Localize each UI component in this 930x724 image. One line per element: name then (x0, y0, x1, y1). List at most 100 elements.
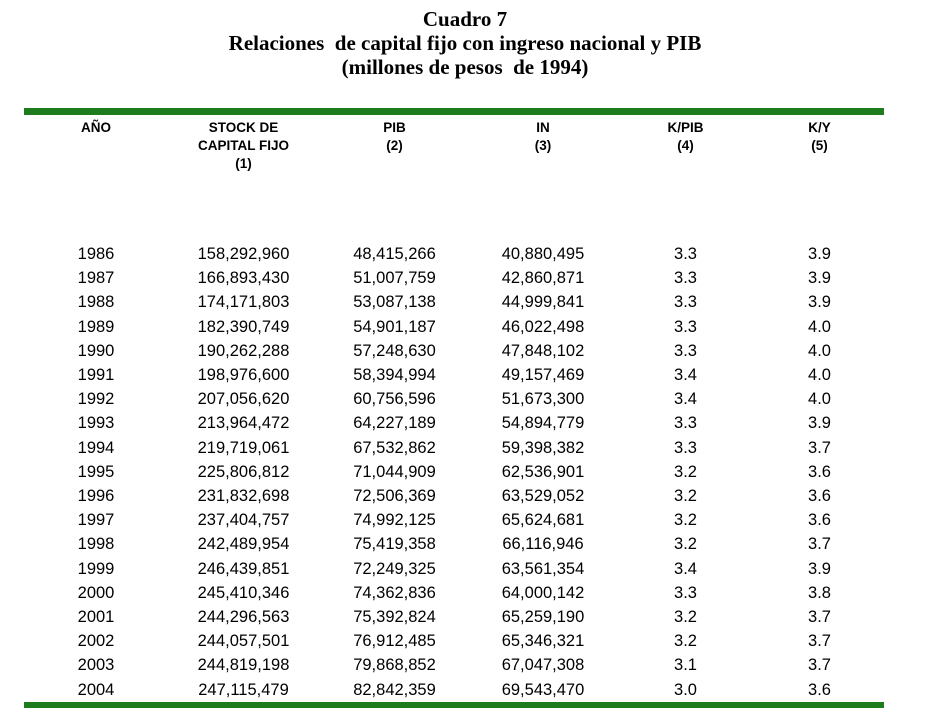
cell-in: 69,543,470 (501, 680, 585, 699)
table-row: 1989 182,390,749 54,901,187 46,022,498 3.3 4.… (24, 315, 884, 339)
cell-ano: 1999 (77, 559, 115, 578)
cell-ky: 3.9 (808, 293, 831, 312)
cell-ky: 4.0 (808, 366, 831, 385)
cell-in: 47,848,102 (501, 341, 585, 360)
cell-kpib: 3.3 (674, 245, 697, 263)
cell-ano: 1986 (77, 245, 115, 263)
cell-ano: 1990 (77, 341, 115, 360)
cell-stock: 190,262,288 (197, 341, 290, 360)
cell-ano: 1987 (77, 269, 115, 288)
cell-in: 40,880,495 (501, 245, 585, 263)
cell-pib: 72,249,325 (353, 559, 436, 578)
capital-stock-table: AÑO STOCK DE CAPITAL FIJO (1) PIB (2) IN (3) K/P… (24, 108, 884, 708)
cell-kpib: 3.4 (674, 366, 697, 385)
cell-ky: 3.6 (808, 462, 831, 481)
cell-kpib: 3.3 (674, 583, 697, 602)
cell-ano: 2003 (77, 656, 115, 675)
cell-in: 54,894,779 (501, 414, 585, 433)
cell-pib: 75,392,824 (353, 608, 436, 627)
cell-in: 44,999,841 (501, 293, 585, 312)
cell-ky: 3.7 (808, 656, 831, 675)
column-header-kpib: K/PIB (4) (667, 120, 704, 153)
cell-ky: 3.7 (808, 632, 831, 651)
cell-stock: 219,719,061 (197, 438, 290, 457)
cell-kpib: 3.3 (674, 414, 697, 433)
cell-in: 63,561,354 (501, 559, 585, 578)
cell-stock: 237,404,757 (197, 511, 290, 530)
cell-pib: 57,248,630 (353, 341, 436, 360)
table-row: 1995 225,806,812 71,044,909 62,536,901 3.2 3.… (24, 460, 884, 484)
cell-kpib: 3.4 (674, 559, 697, 578)
cell-ano: 1988 (77, 293, 115, 312)
cell-in: 62,536,901 (501, 462, 585, 481)
cell-in: 63,529,052 (501, 487, 585, 506)
cell-kpib: 3.2 (674, 608, 697, 627)
cell-pib: 48,415,266 (353, 245, 436, 263)
column-header-pib: PIB (2) (383, 120, 406, 153)
cell-kpib: 3.1 (674, 656, 697, 675)
cell-ano: 1989 (77, 317, 115, 336)
cell-in: 65,259,190 (501, 608, 585, 627)
cell-ky: 3.7 (808, 535, 831, 554)
cell-in: 59,398,382 (501, 438, 585, 457)
cell-ky: 3.9 (808, 559, 831, 578)
table-subtitle: (millones de pesos de 1994) (341, 55, 589, 79)
cell-stock: 247,115,479 (198, 680, 289, 699)
cell-kpib: 3.3 (674, 317, 697, 336)
cell-ky: 3.7 (808, 608, 831, 627)
cell-kpib: 3.2 (674, 487, 697, 506)
table-row: 2004 247,115,479 82,842,359 69,543,470 3.0 3.… (24, 678, 884, 705)
cell-in: 51,673,300 (501, 390, 585, 409)
column-header-in: IN (3) (534, 120, 552, 153)
cell-ky: 4.0 (808, 317, 831, 336)
table-row: 2000 245,410,346 74,362,836 64,000,142 3.3 3.… (24, 581, 884, 605)
table-title: Relaciones de capital fijo con ingreso n… (228, 31, 702, 55)
column-header-ky: K/Y (5) (808, 120, 831, 153)
cell-ano: 1992 (77, 390, 115, 409)
cell-pib: 74,362,836 (353, 583, 436, 602)
cell-kpib: 3.3 (674, 341, 697, 360)
cell-pib: 74,992,125 (353, 511, 436, 530)
cell-stock: 242,489,954 (197, 535, 290, 554)
cell-ano: 1996 (77, 487, 115, 506)
table-row: 2001 244,296,563 75,392,824 65,259,190 3.2 3.… (24, 605, 884, 629)
table-row: 1994 219,719,061 67,532,862 59,398,382 3.3 3.… (24, 436, 884, 460)
cell-pib: 54,901,187 (353, 317, 436, 336)
cell-pib: 51,007,759 (353, 269, 436, 288)
cell-ky: 3.6 (808, 511, 831, 530)
table-row: 1986 158,292,960 48,415,266 40,880,495 3.3 3.… (24, 242, 884, 266)
cell-stock: 182,390,749 (197, 317, 290, 336)
cell-stock: 231,832,698 (197, 487, 290, 506)
cell-stock: 246,439,851 (197, 559, 290, 578)
table-row: 2003 244,819,198 79,868,852 67,047,308 3.1 3.… (24, 653, 884, 677)
cell-ano: 1993 (77, 414, 115, 433)
table-row: 1993 213,964,472 64,227,189 54,894,779 3.3 3.… (24, 411, 884, 435)
cell-stock: 244,819,198 (197, 656, 290, 675)
cell-ano: 1991 (77, 366, 115, 385)
cell-stock: 225,806,812 (197, 462, 290, 481)
cell-pib: 72,506,369 (353, 487, 436, 506)
cell-stock: 198,976,600 (197, 366, 290, 385)
table-row: 1999 246,439,851 72,249,325 63,561,354 3.4 3.… (24, 557, 884, 581)
cell-stock: 245,410,346 (197, 583, 290, 602)
cell-stock: 158,292,960 (197, 245, 290, 263)
cell-kpib: 3.3 (674, 438, 697, 457)
cell-pib: 82,842,359 (353, 680, 436, 699)
cell-kpib: 3.0 (674, 680, 697, 699)
cell-pib: 58,394,994 (353, 366, 436, 385)
cell-in: 65,624,681 (501, 511, 585, 530)
cell-ano: 1995 (77, 462, 115, 481)
cell-in: 66,116,946 (502, 535, 584, 554)
cell-pib: 71,044,909 (353, 462, 436, 481)
table-row: 1991 198,976,600 58,394,994 49,157,469 3.4 4.… (24, 363, 884, 387)
table-row: 1997 237,404,757 74,992,125 65,624,681 3.2 3.… (24, 508, 884, 532)
cell-ky: 3.8 (808, 583, 831, 602)
cell-in: 42,860,871 (501, 269, 585, 288)
cell-kpib: 3.4 (674, 390, 697, 409)
table-row: 1987 166,893,430 51,007,759 42,860,871 3.3 3.… (24, 266, 884, 290)
table-caption-number: Cuadro 7 (422, 7, 508, 31)
cell-pib: 67,532,862 (353, 438, 436, 457)
cell-ano: 2004 (77, 680, 115, 699)
cell-stock: 244,057,501 (197, 632, 290, 651)
